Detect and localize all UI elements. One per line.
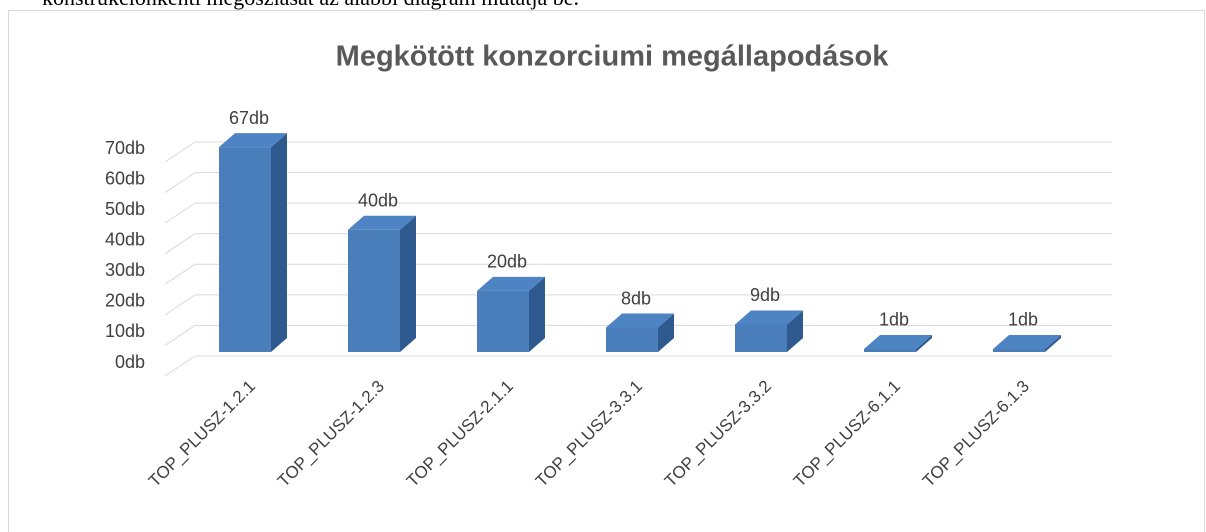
bar-top: [219, 133, 287, 148]
bar: [477, 276, 545, 352]
bar-top: [477, 276, 545, 291]
y-tick-label: 50db: [105, 199, 145, 219]
y-tick-label: 60db: [105, 168, 145, 188]
grid-line: [164, 202, 196, 224]
data-label: 9db: [750, 285, 780, 305]
bar-side: [916, 334, 932, 352]
bar-top: [606, 313, 674, 328]
data-label: 1db: [1008, 310, 1038, 330]
bar: [735, 310, 803, 352]
bar: [864, 334, 932, 352]
bar: [993, 334, 1061, 352]
bar: [219, 133, 287, 352]
y-tick-label: 40db: [105, 229, 145, 249]
data-label: 1db: [879, 310, 909, 330]
grid-line: [164, 355, 196, 377]
bar-side: [271, 133, 287, 352]
grid-line: [164, 263, 196, 285]
bar-front: [219, 147, 271, 352]
data-label: 20db: [487, 252, 527, 272]
grid-line: [164, 294, 196, 316]
bar: [348, 215, 416, 352]
bar: [606, 313, 674, 352]
y-tick-label: 70db: [105, 138, 145, 158]
bar-side: [787, 310, 803, 352]
grid-line: [164, 325, 196, 346]
bar-side: [658, 313, 674, 352]
y-tick-label: 30db: [105, 260, 145, 280]
chart-title: Megkötött konzorciumi megállapodások: [336, 41, 890, 73]
data-label: 40db: [358, 190, 398, 210]
grid-line: [164, 172, 196, 193]
grid-line: [164, 141, 196, 163]
bar-front: [477, 290, 529, 352]
bar-top: [348, 215, 416, 230]
bar-side: [529, 276, 545, 352]
y-tick-label: 10db: [105, 321, 145, 341]
bar-front: [348, 229, 400, 352]
bar-front: [735, 324, 787, 352]
intro-text: konstrukciónkénti megoszlását az alábbi …: [42, 0, 579, 10]
data-label: 67db: [229, 108, 269, 128]
bar-top: [864, 334, 932, 349]
bar-side: [1045, 334, 1061, 352]
grid-line: [164, 233, 196, 255]
y-tick-label: 0db: [115, 352, 145, 372]
bar-front: [606, 327, 658, 352]
bar-top: [993, 334, 1061, 349]
bar-front: [864, 348, 916, 352]
data-label: 8db: [621, 288, 651, 308]
bar-side: [400, 215, 416, 352]
y-tick-label: 20db: [105, 291, 145, 311]
chart-frame: [8, 10, 1205, 532]
bar-top: [735, 310, 803, 325]
bar-front: [993, 348, 1045, 352]
